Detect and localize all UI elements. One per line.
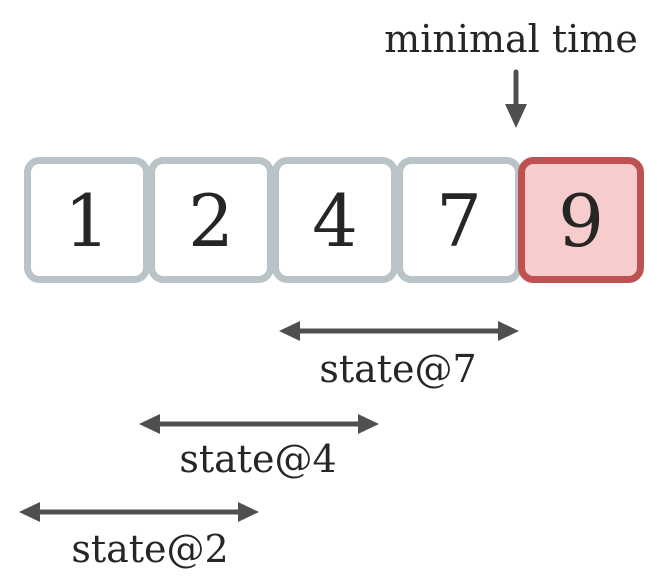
cell: 4: [272, 157, 398, 283]
cell: 7: [396, 157, 522, 283]
pointer-arrow-head: [505, 104, 527, 128]
cell-highlighted: 9: [518, 157, 644, 283]
state-range: state@7: [279, 321, 519, 391]
cell: 2: [148, 157, 274, 283]
pointer-arrow: [505, 69, 527, 128]
state-label: state@4: [179, 437, 336, 481]
state-range-right-head: [498, 321, 519, 341]
state-range-right-head: [238, 502, 259, 522]
state-label: state@7: [319, 347, 476, 391]
timestamp-cells: 1 2 4 7 9: [24, 157, 644, 283]
cell-value: 2: [188, 179, 234, 263]
cell-value: 4: [312, 179, 358, 263]
state-label: state@2: [71, 527, 228, 571]
state-range-right-head: [358, 414, 379, 434]
cell-box-highlighted: [518, 157, 644, 283]
cell-value: 9: [558, 179, 604, 263]
state-range-left-head: [139, 414, 160, 434]
cell-value: 7: [436, 179, 482, 263]
state-range-left-head: [279, 321, 300, 341]
cell-box: [272, 157, 398, 283]
cell-value: 1: [64, 179, 110, 263]
cell: 1: [24, 157, 150, 283]
state-range-left-head: [19, 502, 40, 522]
minimal-time-label: minimal time: [384, 17, 638, 61]
cell-box: [148, 157, 274, 283]
cell-box: [24, 157, 150, 283]
state-range: state@2: [19, 502, 259, 571]
state-range: state@4: [139, 414, 379, 481]
